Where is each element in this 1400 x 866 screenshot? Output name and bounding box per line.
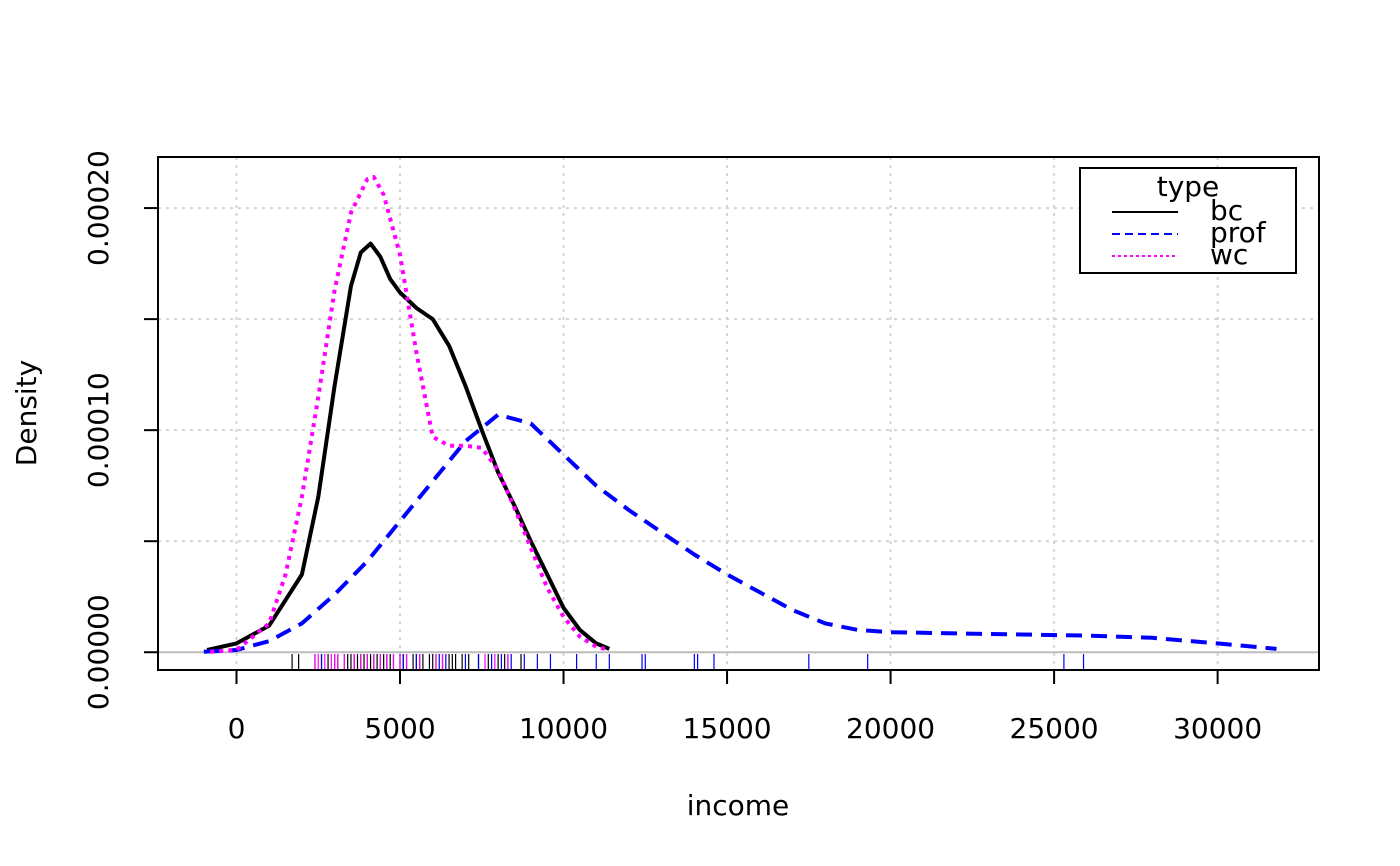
x-axis-title: income: [687, 789, 790, 822]
x-tick-label: 0: [228, 712, 246, 745]
x-tick-label: 30000: [1173, 712, 1262, 745]
y-tick-label: 0.00010: [82, 372, 115, 488]
y-tick-label: 0.00020: [82, 150, 115, 266]
density-curves: [203, 175, 1277, 654]
x-axis: 0 5000 10000 15000 20000 25000 30000: [228, 670, 1262, 745]
y-axis-title: Density: [10, 360, 43, 466]
grid-lines: [158, 157, 1319, 670]
x-tick-label: 25000: [1010, 712, 1099, 745]
legend-title: type: [1157, 170, 1220, 203]
legend-box: [1079, 167, 1297, 274]
x-tick-label: 10000: [519, 712, 608, 745]
x-tick-label: 15000: [683, 712, 772, 745]
series-line-bc: [206, 241, 611, 652]
rug-marks: [291, 654, 1085, 669]
x-tick-label: 20000: [846, 712, 935, 745]
legend-label-prof: prof: [1210, 216, 1267, 249]
legend-label-wc: wc: [1210, 238, 1248, 271]
series-line-prof: [203, 412, 1277, 654]
x-tick-label: 5000: [364, 712, 435, 745]
y-axis: 0.00000 0.00010 0.00020: [82, 150, 158, 710]
series-line-wc: [210, 175, 610, 654]
y-tick-label: 0.00000: [82, 594, 115, 710]
legend-label-bc: bc: [1210, 194, 1243, 227]
plot-frame: [157, 156, 1320, 671]
